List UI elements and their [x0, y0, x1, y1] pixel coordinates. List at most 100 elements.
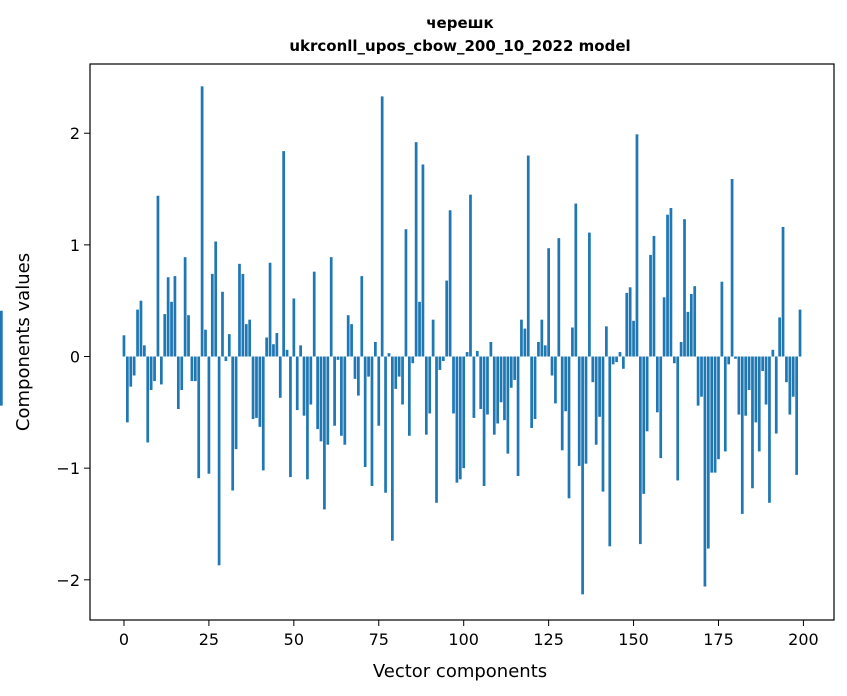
bar: [221, 291, 224, 357]
bar: [391, 356, 394, 541]
bar: [778, 317, 781, 357]
bar: [499, 356, 503, 403]
bar: [571, 327, 574, 357]
bar: [299, 345, 302, 357]
bar: [679, 342, 683, 357]
bar: [601, 356, 605, 492]
bar: [523, 328, 527, 357]
bar: [700, 356, 703, 397]
bar: [625, 292, 629, 357]
bar: [326, 356, 330, 445]
bar: [0, 356, 3, 406]
bar: [445, 280, 449, 357]
bar: [727, 356, 731, 365]
bar: [683, 219, 686, 357]
chart-subtitle: ukrconll_upos_cbow_200_10_2022 model: [289, 37, 630, 55]
bar: [751, 356, 754, 489]
bar: [734, 356, 737, 359]
y-tick-label: 1: [70, 236, 80, 255]
bar: [781, 227, 785, 357]
bar: [469, 194, 472, 357]
bar: [380, 96, 384, 357]
bar: [197, 356, 201, 479]
bar: [798, 309, 802, 357]
bar: [611, 356, 615, 365]
bar: [251, 356, 255, 420]
y-tick-label: −2: [56, 571, 80, 590]
bar: [689, 293, 693, 357]
bar: [258, 356, 262, 427]
bar: [387, 353, 391, 357]
bar: [336, 356, 340, 360]
bar: [319, 356, 323, 442]
bar: [421, 164, 425, 357]
x-axis-ticks: 0 25 50 75 100 125 150 175 200: [119, 620, 819, 649]
bar: [764, 356, 768, 405]
bar: [190, 356, 194, 382]
bar: [591, 356, 595, 383]
bar: [132, 356, 136, 376]
bar: [659, 356, 663, 459]
bar: [424, 356, 428, 435]
x-tick-label: 175: [703, 630, 734, 649]
bar: [224, 356, 228, 361]
bar: [652, 235, 656, 357]
bar: [146, 356, 150, 443]
bar: [244, 324, 248, 357]
bar: [547, 248, 550, 357]
bar: [166, 277, 170, 357]
bar: [537, 342, 540, 357]
bar: [136, 309, 139, 357]
chart-title: черешк: [426, 14, 494, 32]
bar: [238, 263, 241, 357]
bar: [489, 342, 493, 357]
bar: [588, 232, 591, 357]
bar: [615, 356, 618, 363]
bar: [122, 335, 126, 357]
bar: [176, 356, 180, 409]
bar: [193, 356, 197, 382]
bar: [156, 195, 160, 357]
x-tick-label: 50: [284, 630, 304, 649]
bar: [231, 356, 235, 491]
bar: [312, 271, 316, 357]
bar: [455, 356, 459, 483]
bar: [672, 356, 676, 364]
bar: [676, 356, 680, 481]
bar: [278, 356, 282, 398]
bar: [465, 352, 469, 357]
bar: [217, 356, 221, 566]
bar: [357, 356, 360, 396]
bar: [594, 356, 598, 445]
bar: [642, 356, 646, 494]
bar: [666, 214, 669, 357]
bar: [723, 356, 727, 452]
bar: [204, 329, 207, 357]
bar: [404, 229, 408, 357]
bar: [360, 276, 364, 357]
bar: [241, 273, 245, 357]
bar: [509, 356, 513, 388]
bar: [306, 356, 309, 480]
bar: [795, 356, 798, 475]
bar: [730, 179, 734, 357]
bar: [234, 356, 238, 450]
bar: [486, 356, 489, 415]
bar: [302, 356, 306, 416]
bar: [316, 356, 319, 430]
bar: [639, 356, 642, 545]
bar: [282, 151, 285, 357]
bar: [482, 356, 486, 487]
bar: [384, 356, 387, 493]
x-tick-label: 0: [119, 630, 129, 649]
bar: [333, 356, 336, 426]
y-tick-label: −1: [56, 459, 80, 478]
bar: [618, 352, 622, 357]
bar: [693, 286, 697, 357]
bar: [720, 281, 724, 357]
bar: [275, 333, 279, 357]
bar: [374, 342, 377, 357]
bar: [153, 356, 156, 382]
bar: [418, 301, 421, 357]
bar: [622, 356, 625, 369]
